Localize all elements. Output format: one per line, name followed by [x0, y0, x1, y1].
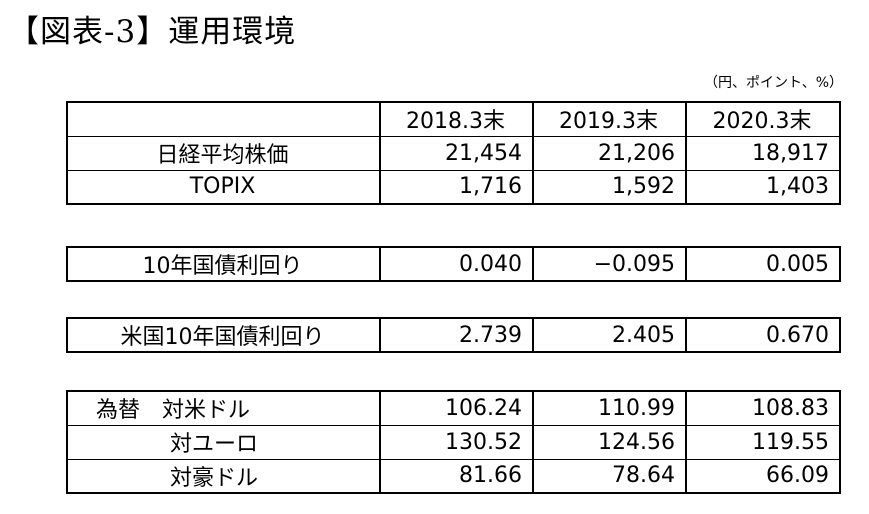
- ust-yield-table: 米国10年国債利回り 2.739 2.405 0.670: [66, 317, 841, 353]
- cell-value: 18,917: [685, 135, 841, 171]
- row-label-nikkei: 日経平均株価: [67, 135, 381, 171]
- cell-value: 66.09: [685, 458, 841, 494]
- row-label-eur: 対ユーロ: [67, 424, 381, 460]
- cell-value: 21,454: [379, 135, 534, 171]
- cell-value: 1,592: [532, 169, 687, 205]
- cell-value: 108.83: [685, 390, 841, 426]
- row-label-aud: 対豪ドル: [67, 458, 381, 494]
- row-label-jgb-10y: 10年国債利回り: [67, 246, 381, 282]
- header-row: 2018.3末 2019.3末 2020.3末: [67, 101, 841, 137]
- unit-note: （円、ポイント、%）: [704, 75, 844, 91]
- cell-value: 2.739: [379, 317, 534, 353]
- row-label-usd: 為替 対米ドル: [67, 390, 381, 426]
- cell-value: 130.52: [379, 424, 534, 460]
- cell-value: 124.56: [532, 424, 687, 460]
- table-row: 為替 対米ドル 106.24 110.99 108.83: [67, 390, 841, 426]
- cell-value: −0.095: [532, 246, 687, 282]
- cell-value: 2.405: [532, 317, 687, 353]
- row-label-ust-10y: 米国10年国債利回り: [67, 317, 381, 353]
- table-row: 対ユーロ 130.52 124.56 119.55: [67, 424, 841, 460]
- cell-value: 119.55: [685, 424, 841, 460]
- table-row: 対豪ドル 81.66 78.64 66.09: [67, 458, 841, 494]
- cell-value: 110.99: [532, 390, 687, 426]
- equity-index-table: 2018.3末 2019.3末 2020.3末 日経平均株価 21,454 21…: [66, 101, 841, 205]
- cell-value: 21,206: [532, 135, 687, 171]
- table-row: 米国10年国債利回り 2.739 2.405 0.670: [67, 317, 841, 353]
- table-row: 日経平均株価 21,454 21,206 18,917: [67, 135, 841, 171]
- fx-table: 為替 対米ドル 106.24 110.99 108.83 対ユーロ 130.52…: [66, 390, 841, 494]
- page-title: 【図表-3】運用環境: [8, 14, 297, 50]
- row-label-topix: TOPIX: [67, 169, 381, 205]
- cell-value: 0.040: [379, 246, 534, 282]
- cell-value: 106.24: [379, 390, 534, 426]
- table-row: TOPIX 1,716 1,592 1,403: [67, 169, 841, 205]
- table-row: 10年国債利回り 0.040 −0.095 0.005: [67, 246, 841, 282]
- cell-value: 1,403: [685, 169, 841, 205]
- cell-value: 78.64: [532, 458, 687, 494]
- cell-value: 81.66: [379, 458, 534, 494]
- header-2020: 2020.3末: [685, 101, 841, 137]
- jgb-yield-table: 10年国債利回り 0.040 −0.095 0.005: [66, 246, 841, 282]
- cell-value: 1,716: [379, 169, 534, 205]
- header-blank-cell: [67, 101, 381, 137]
- header-2019: 2019.3末: [532, 101, 687, 137]
- cell-value: 0.670: [685, 317, 841, 353]
- cell-value: 0.005: [685, 246, 841, 282]
- header-2018: 2018.3末: [379, 101, 534, 137]
